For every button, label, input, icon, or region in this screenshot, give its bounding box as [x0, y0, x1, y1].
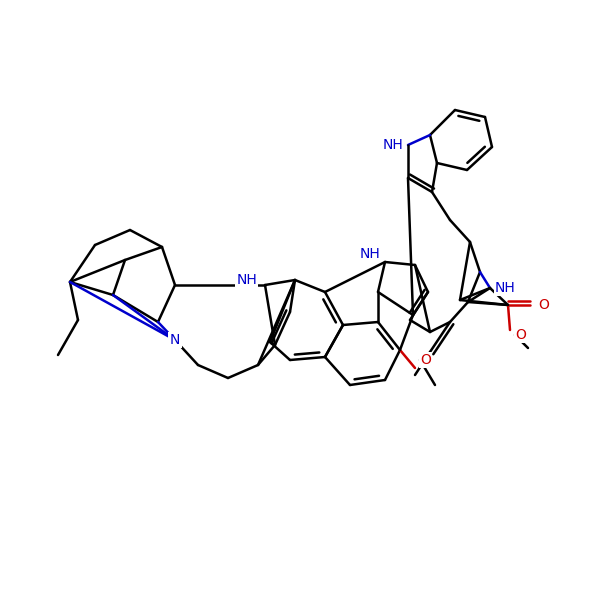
Text: O: O	[515, 328, 526, 342]
Text: NH: NH	[382, 138, 403, 152]
Text: NH: NH	[495, 281, 516, 295]
Text: O: O	[420, 353, 431, 367]
Text: NH: NH	[236, 273, 257, 287]
Text: N: N	[170, 333, 180, 347]
Text: O: O	[538, 298, 549, 312]
Text: NH: NH	[359, 247, 380, 261]
